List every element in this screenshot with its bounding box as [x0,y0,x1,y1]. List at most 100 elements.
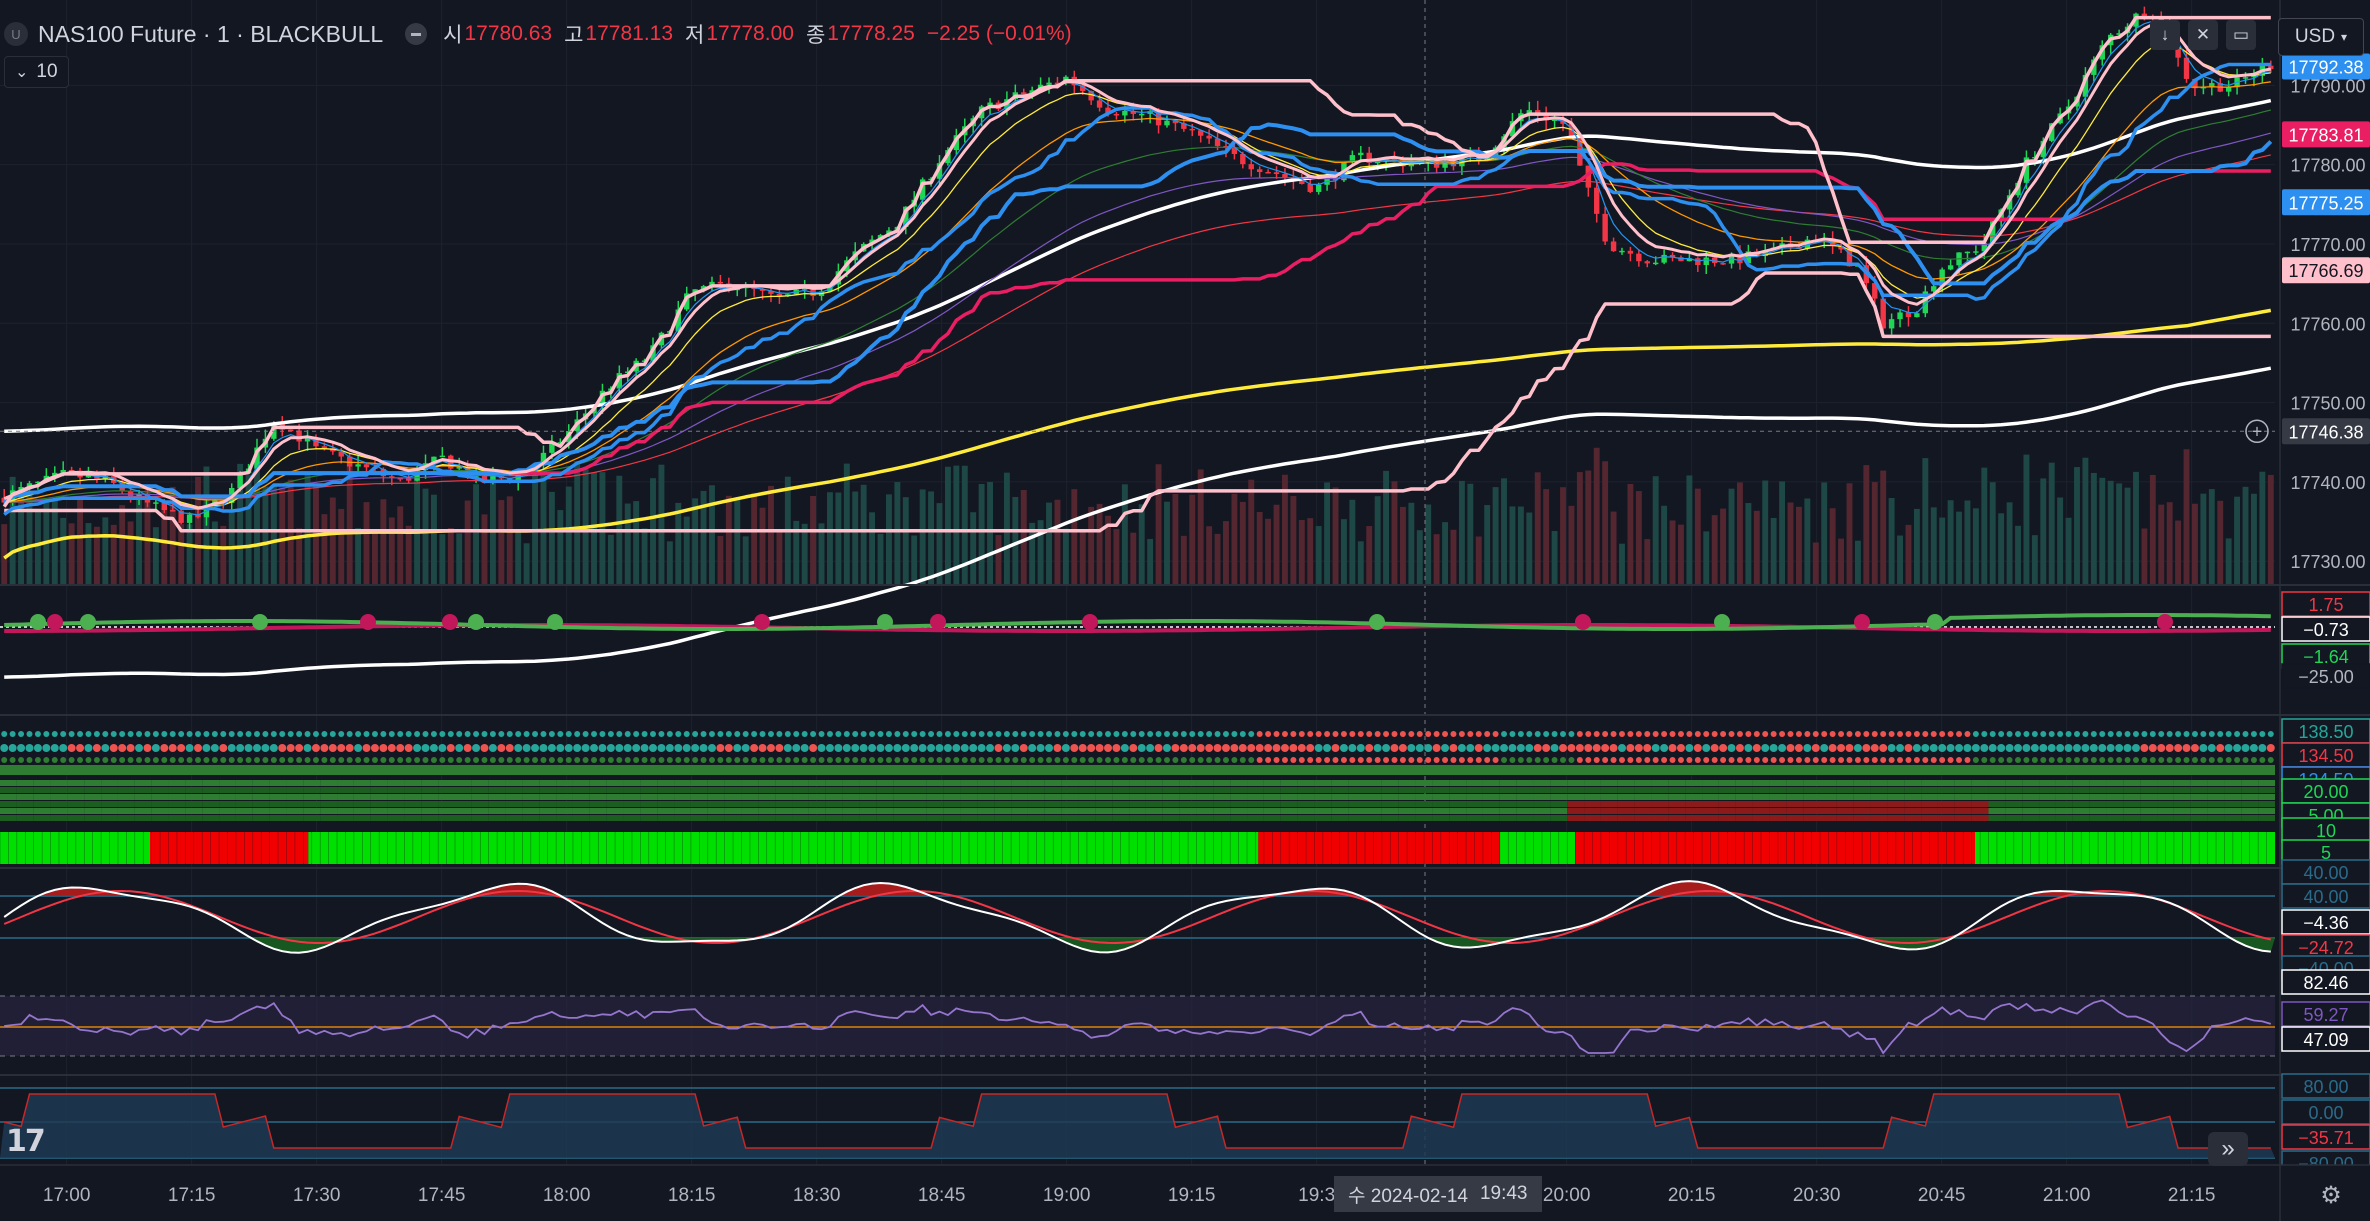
heat-cell [202,780,220,786]
collapse-minus-icon[interactable] [405,23,428,45]
dot-mark [1870,744,1879,752]
dot-mark [1509,757,1516,763]
heat-cell [1550,815,1568,821]
dot-mark [784,731,791,737]
dot-mark [2023,757,2030,763]
heat-cell [1432,780,1450,786]
time-tick-label: 18:15 [668,1185,716,1206]
volume-bar [1517,506,1524,585]
candle [52,472,58,476]
dot-mark [1602,731,1609,737]
heat-cell [1803,780,1820,786]
candle [1349,155,1356,162]
heat-cell [1870,780,1888,786]
symbol-title[interactable]: NAS100 Future · 1 · BLACKBULL [38,20,384,47]
heat-cell [893,808,910,814]
volume-bar [759,507,766,585]
heat-cell [1061,794,1079,800]
dot-mark [1155,731,1162,737]
crosshair-time: 19:43 [1479,1183,1528,1204]
signal-dot [754,614,770,630]
heat-cell [842,808,860,814]
volume-bar [110,524,117,585]
heat-cell [1112,815,1130,821]
heat-cell [50,801,68,807]
heat-cell [2157,780,2174,786]
close-icon[interactable]: ✕ [2188,20,2218,50]
maximize-icon[interactable]: ▭ [2226,20,2256,50]
dot-mark [34,731,41,737]
dot-mark [1105,757,1112,763]
dot-mark [1516,744,1525,752]
candle [170,510,176,512]
signal-dot [1575,614,1591,630]
heat-cell [1550,794,1568,800]
heat-cell [269,815,287,821]
heat-cell [2072,808,2090,814]
move-down-icon[interactable]: ↓ [2150,20,2180,50]
candle [1964,251,1971,254]
dot-mark [859,744,868,752]
dot-mark [531,744,540,752]
pane-label-bg [2282,818,2370,842]
heat-cell [1634,780,1652,786]
dot-mark [17,744,26,752]
ichimoku-high-line [2,15,2271,508]
heat-cell [235,787,253,793]
heat-cell [1988,794,2006,800]
heat-cell [269,808,287,814]
dot-mark [759,731,766,737]
heat-cell [505,794,523,800]
volume-bar [1037,520,1044,585]
heat-cell [168,787,186,793]
heat-cell [1904,787,1922,793]
heat-cell [1381,801,1399,807]
dot-mark [928,757,935,763]
dot-mark [1339,744,1348,752]
currency-selector[interactable]: USD ▾ [2278,18,2364,56]
heat-cell [893,815,910,821]
scroll-to-realtime-icon[interactable]: » [2208,1132,2248,1166]
dot-mark [211,731,218,737]
dot-mark [708,757,715,763]
heat-cell [1162,787,1180,793]
candle [85,475,92,478]
dot-mark [1162,744,1171,752]
dot-mark [1509,731,1516,737]
dot-mark [119,757,126,763]
dot-mark [548,757,555,763]
dot-mark [1314,744,1323,752]
heat-cell [741,780,759,786]
heat-cell [1061,808,1079,814]
dot-mark [2081,744,2090,752]
heat-cell [1786,780,1804,786]
heat-cell [893,794,910,800]
dot-mark [970,757,977,763]
settings-gear-icon[interactable]: ⚙ [2320,1181,2342,1209]
price-label-bg [2282,121,2370,148]
heat-cell [808,794,826,800]
dot-mark [68,731,75,737]
volume-bar [725,495,732,585]
pane-label-border [2281,1001,2370,1027]
tradingview-logo-icon[interactable]: 17 [6,1124,46,1159]
dot-mark [852,757,859,763]
heat-cell [337,808,354,814]
heat-cell [1853,780,1871,786]
heat-cell [1415,801,1433,807]
volume-bar [1012,496,1019,585]
symbol-badge-icon[interactable]: U [4,22,28,46]
dot-mark [1012,757,1019,763]
time-tick-label: 17:15 [168,1185,216,1206]
dot-mark [1238,744,1247,752]
dot-mark [2040,731,2047,737]
heat-cell [1297,780,1315,786]
heat-cell [842,780,860,786]
indicator-toggle[interactable]: ⌄ 10 [4,56,69,88]
heat-cell [16,815,34,821]
candle [1164,120,1170,126]
volume-bar [776,529,783,585]
heat-cell [1095,787,1113,793]
dot-mark [1391,731,1398,737]
